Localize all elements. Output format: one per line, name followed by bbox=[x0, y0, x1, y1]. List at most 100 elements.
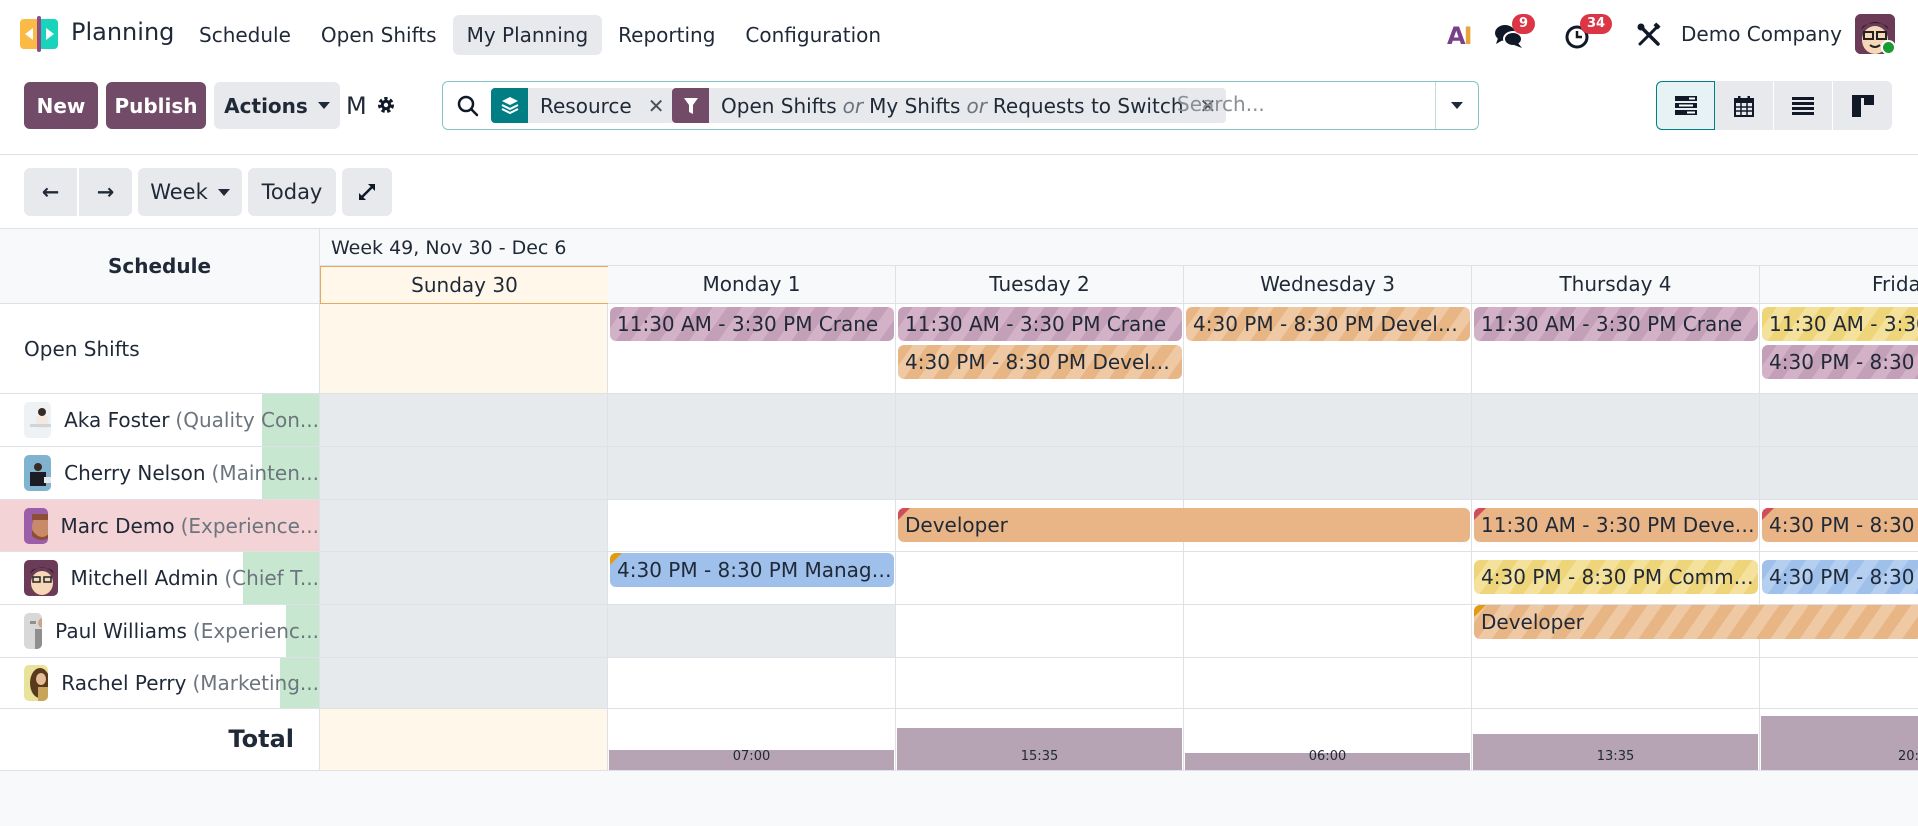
row-open-shifts: Open Shifts bbox=[0, 304, 320, 394]
conflict-marker bbox=[1474, 508, 1486, 520]
resource-row-paul-williams[interactable]: Paul Williams (Experienc... bbox=[0, 605, 320, 658]
list-view-button[interactable] bbox=[1774, 81, 1833, 130]
cell[interactable] bbox=[608, 605, 896, 658]
cell[interactable] bbox=[608, 658, 896, 709]
cell[interactable] bbox=[896, 304, 1184, 394]
cell[interactable] bbox=[1760, 500, 1918, 552]
total-cell-monday: 07:00 bbox=[608, 709, 896, 771]
next-button[interactable]: → bbox=[79, 168, 132, 216]
activity-clock-icon[interactable] bbox=[1564, 22, 1592, 49]
company-switcher[interactable]: Demo Company bbox=[1681, 22, 1842, 46]
cell[interactable] bbox=[896, 447, 1184, 500]
cell[interactable] bbox=[608, 500, 896, 552]
resource-row-mitchell-admin[interactable]: Mitchell Admin (Chief T... bbox=[0, 552, 320, 605]
cell[interactable] bbox=[1760, 304, 1918, 394]
cell[interactable] bbox=[1184, 394, 1472, 447]
cell[interactable] bbox=[1184, 304, 1472, 394]
cell[interactable] bbox=[896, 605, 1184, 658]
day-header-wednesday: Wednesday 3 bbox=[1184, 266, 1472, 304]
app-name[interactable]: Planning bbox=[71, 18, 175, 46]
actions-dropdown[interactable]: Actions bbox=[214, 82, 340, 129]
cell[interactable] bbox=[320, 605, 608, 658]
cell[interactable] bbox=[1184, 658, 1472, 709]
cell[interactable] bbox=[896, 658, 1184, 709]
shift-pill[interactable]: 11:30 AM - 3:30 PM Develo... bbox=[1474, 508, 1758, 542]
cell[interactable] bbox=[896, 394, 1184, 447]
cell[interactable] bbox=[320, 304, 608, 394]
shift-pill[interactable]: 11:30 AM - 3:30 PM Crane bbox=[610, 307, 894, 341]
new-button[interactable]: New bbox=[24, 82, 98, 129]
scale-dropdown[interactable]: Week bbox=[138, 168, 242, 216]
day-header-sunday: Sunday 30 bbox=[320, 266, 609, 304]
menu-schedule[interactable]: Schedule bbox=[199, 23, 291, 47]
resource-row-marc-demo[interactable]: Marc Demo (Experience... bbox=[0, 500, 320, 552]
previous-button[interactable]: ← bbox=[24, 168, 77, 216]
cell[interactable] bbox=[1760, 605, 1918, 658]
messages-icon[interactable] bbox=[1494, 22, 1523, 48]
publish-button[interactable]: Publish bbox=[106, 82, 206, 129]
menu-reporting[interactable]: Reporting bbox=[618, 23, 716, 47]
shift-pill[interactable]: 4:30 PM - 8:30 PM Develop... bbox=[1186, 307, 1470, 341]
resource-row-aka-foster[interactable]: Aka Foster (Quality Con... bbox=[0, 394, 320, 447]
shift-pill[interactable]: Developer bbox=[1474, 605, 1918, 639]
gear-icon[interactable] bbox=[376, 95, 396, 119]
cell[interactable] bbox=[608, 304, 896, 394]
cell[interactable] bbox=[1184, 500, 1472, 552]
cell[interactable] bbox=[1472, 394, 1760, 447]
cell[interactable] bbox=[1472, 447, 1760, 500]
kanban-view-button[interactable] bbox=[1833, 81, 1892, 130]
shift-pill[interactable]: 4:30 PM - 8:30 PM Commu... bbox=[1474, 560, 1758, 594]
day-header-friday: Friday 5 bbox=[1760, 266, 1918, 304]
cell[interactable] bbox=[1760, 658, 1918, 709]
search-options-toggle[interactable] bbox=[1435, 82, 1478, 129]
cell[interactable] bbox=[320, 552, 608, 605]
shift-pill[interactable]: 4:30 PM - 8:30 PM Manage... bbox=[610, 553, 894, 587]
cell[interactable] bbox=[1472, 500, 1760, 552]
menu-my-planning[interactable]: My Planning bbox=[452, 15, 603, 55]
tools-icon[interactable] bbox=[1636, 22, 1664, 48]
cell[interactable] bbox=[1472, 658, 1760, 709]
shift-pill[interactable]: 4:30 PM - 8:30 PM Develop... bbox=[1762, 508, 1918, 542]
cell[interactable] bbox=[1184, 552, 1472, 605]
cell[interactable] bbox=[608, 394, 896, 447]
online-status-dot bbox=[1881, 40, 1896, 55]
planning-app-icon[interactable] bbox=[20, 16, 58, 52]
shift-pill[interactable]: 11:30 AM - 3:30 PM Crane bbox=[898, 307, 1182, 341]
remove-facet-icon[interactable]: ✕ bbox=[647, 93, 665, 118]
shift-pill[interactable]: 4:30 PM - 8:30 PM Develop... bbox=[898, 345, 1182, 379]
cell[interactable] bbox=[608, 447, 896, 500]
main-menu: Schedule Open Shifts My Planning Reporti… bbox=[185, 15, 895, 55]
shift-pill[interactable]: 4:30 PM - 8:30 PM Develop... bbox=[1762, 345, 1918, 379]
total-bar bbox=[897, 728, 1182, 770]
ai-icon[interactable]: AI bbox=[1447, 22, 1472, 50]
search-icon[interactable] bbox=[457, 95, 479, 121]
search-input[interactable] bbox=[1177, 92, 1427, 116]
calendar-view-button[interactable] bbox=[1715, 81, 1774, 130]
cell[interactable] bbox=[320, 394, 608, 447]
shift-pill[interactable]: 11:30 AM - 3:30 PM Crane bbox=[1474, 307, 1758, 341]
cell[interactable] bbox=[1760, 552, 1918, 605]
cell[interactable] bbox=[320, 500, 608, 552]
menu-open-shifts[interactable]: Open Shifts bbox=[320, 23, 437, 47]
cell[interactable] bbox=[1760, 447, 1918, 500]
today-button[interactable]: Today bbox=[248, 168, 336, 216]
cell[interactable] bbox=[1472, 304, 1760, 394]
cell[interactable] bbox=[1472, 552, 1760, 605]
facet-value: My Shifts bbox=[869, 93, 961, 118]
actions-label: Actions bbox=[224, 93, 308, 118]
resource-row-cherry-nelson[interactable]: Cherry Nelson (Mainten... bbox=[0, 447, 320, 500]
cell[interactable] bbox=[320, 658, 608, 709]
cell[interactable] bbox=[896, 552, 1184, 605]
shift-pill[interactable]: 11:30 AM - 3:30 PM Crane bbox=[1762, 307, 1918, 341]
cell[interactable] bbox=[1760, 394, 1918, 447]
cell[interactable] bbox=[608, 552, 896, 605]
shift-pill[interactable]: Developer bbox=[898, 508, 1470, 542]
shift-pill[interactable]: 4:30 PM - 8:30 PM Manage... bbox=[1762, 560, 1918, 594]
menu-configuration[interactable]: Configuration bbox=[745, 23, 882, 47]
cell[interactable] bbox=[1184, 447, 1472, 500]
resource-row-rachel-perry[interactable]: Rachel Perry (Marketing... bbox=[0, 658, 320, 709]
cell[interactable] bbox=[320, 447, 608, 500]
gantt-view-button[interactable] bbox=[1656, 81, 1715, 130]
cell[interactable] bbox=[1184, 605, 1472, 658]
expand-icon[interactable] bbox=[342, 168, 392, 216]
